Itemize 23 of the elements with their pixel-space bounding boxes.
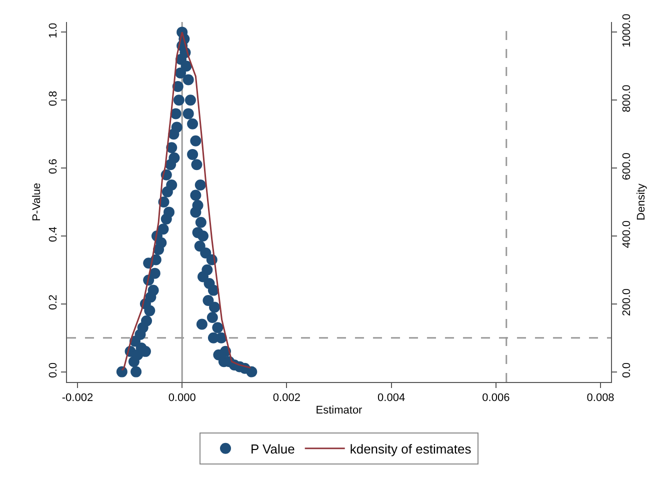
y-tick-label: 0.2 [48, 294, 60, 310]
x-axis-title: Estimator [316, 404, 363, 416]
x-tick-label: -0.002 [62, 392, 94, 404]
y-tick-label: 0.0 [48, 362, 60, 378]
x-tick-label: 0.000 [168, 392, 196, 404]
y2-tick-label: 800.0 [621, 84, 634, 112]
x-tick-label: 0.004 [378, 392, 406, 404]
x-tick-label: 0.006 [482, 392, 510, 404]
y2-axis-title: Density [635, 183, 648, 220]
legend-label: kdensity of estimates [350, 441, 472, 456]
x-tick-label: 0.008 [586, 392, 614, 404]
y-tick-label: 0.8 [48, 90, 60, 106]
y2-tick-label: 1000.0 [621, 14, 634, 48]
x-tick-label: 0.002 [272, 392, 300, 404]
y-tick-label: 0.6 [48, 158, 60, 174]
y2-tick-label: 600.0 [621, 152, 634, 180]
y-tick-label: 1.0 [48, 22, 60, 38]
y-tick-label: 0.4 [48, 226, 60, 242]
y2-tick-label: 0.0 [621, 362, 634, 378]
y2-tick-label: 200.0 [621, 288, 634, 316]
legend-label: P Value [250, 441, 295, 456]
y-axis-title: P-Value [31, 182, 44, 222]
y2-tick-label: 400.0 [621, 220, 634, 248]
